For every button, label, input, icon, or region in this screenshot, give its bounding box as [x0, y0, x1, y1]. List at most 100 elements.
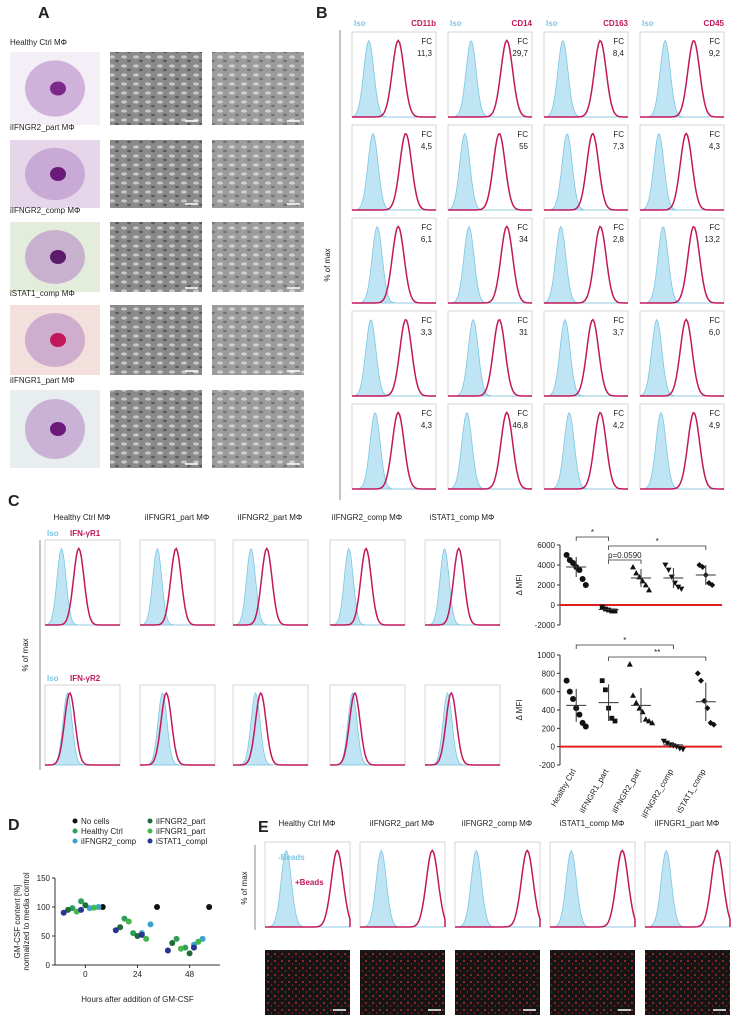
x-tick-label: Healthy Ctrl: [549, 767, 578, 808]
data-point: [78, 898, 85, 905]
data-point: [206, 904, 213, 910]
data-point: [649, 719, 656, 726]
fc-label: FC: [709, 223, 720, 232]
data-point: [579, 576, 586, 582]
data-point: [675, 584, 682, 590]
bracket: [608, 559, 642, 564]
histogram-frame: [44, 684, 121, 766]
histogram-frame: [351, 217, 437, 304]
receptor-label: IFN-γR1: [70, 529, 101, 538]
marker-histogram: [45, 691, 120, 766]
y-tick-label: 0: [551, 601, 556, 610]
data-point: [186, 950, 193, 957]
data-point: [138, 931, 145, 938]
group-label: iSTAT1_comp MΦ: [560, 819, 625, 828]
data-point: [563, 552, 570, 558]
data-point: [173, 935, 180, 942]
marker-histogram: [640, 318, 724, 397]
fc-value: 31: [519, 328, 528, 337]
data-point: [709, 582, 716, 588]
marker-histogram: [640, 132, 724, 211]
fc-label: FC: [709, 409, 720, 418]
marker-histogram: [550, 849, 636, 928]
fc-label: FC: [709, 37, 720, 46]
row-label: iIFNGR2_comp MΦ: [10, 206, 80, 215]
annotation: p=0.0590: [608, 551, 642, 560]
micro-image: [212, 390, 304, 468]
marker-histogram: [645, 849, 731, 928]
bracket: [608, 656, 707, 661]
fc-label: FC: [709, 316, 720, 325]
annotation: *: [591, 528, 594, 537]
fc-value: 8,4: [613, 49, 625, 58]
bead-image: [550, 950, 635, 1015]
data-point: [199, 935, 206, 942]
y-tick-label: 800: [542, 669, 556, 678]
nucleus: [50, 250, 66, 264]
data-point: [570, 560, 576, 566]
x-tick-label: iIFNGR2_part: [610, 767, 643, 815]
data-point: [177, 945, 184, 952]
marker-histogram: [455, 849, 541, 928]
y-tick-label: 400: [542, 706, 556, 715]
iso-histogram: [352, 132, 436, 211]
micro-image: [212, 140, 304, 208]
fc-value: 29,7: [512, 49, 528, 58]
data-point: [599, 604, 605, 610]
bead-image: [645, 950, 730, 1015]
row-label: iSTAT1_comp MΦ: [10, 289, 75, 298]
y-tick-label: 0: [46, 961, 51, 970]
data-point: [660, 738, 667, 745]
data-point: [143, 935, 150, 942]
fc-label: FC: [613, 316, 624, 325]
marker-histogram: [425, 691, 500, 766]
y-tick-label: 50: [41, 932, 50, 941]
micro-image: [110, 390, 202, 468]
panel-label: A: [38, 5, 50, 22]
legend-label: -Beads: [278, 853, 305, 862]
marker-histogram: [425, 547, 500, 626]
group-label: iIFNGR2_part MΦ: [238, 513, 303, 522]
fc-value: 4,3: [421, 421, 433, 430]
row-label: Healthy Ctrl MΦ: [10, 38, 67, 47]
data-point: [130, 930, 137, 937]
marker-histogram: [330, 691, 405, 766]
fc-label: FC: [709, 130, 720, 139]
marker-histogram: [352, 225, 436, 304]
y-axis-label: % of max: [323, 248, 332, 281]
micro-image: [110, 52, 202, 125]
fc-value: 3,3: [421, 328, 433, 337]
marker-histogram: [330, 547, 405, 626]
micro-image: [212, 222, 304, 292]
y-tick-label: 600: [542, 688, 556, 697]
marker-histogram: [233, 691, 308, 766]
marker-histogram: [360, 849, 446, 928]
bead-image: [360, 950, 445, 1015]
micro-image: [110, 305, 202, 375]
x-axis-label: Hours after addition of GM-CSF: [81, 995, 194, 1004]
data-point: [612, 608, 618, 614]
data-point: [78, 906, 85, 913]
legend-label: iIFNGR2_comp: [81, 837, 137, 846]
micro-image: [110, 140, 202, 208]
x-tick-label: iIFNGR2_comp: [640, 767, 676, 820]
data-point: [646, 587, 652, 593]
histogram-frame: [639, 31, 725, 118]
fc-value: 6,0: [709, 328, 721, 337]
data-point: [603, 687, 608, 693]
iso-histogram: [448, 225, 532, 304]
data-point: [665, 567, 672, 573]
fc-value: 13,2: [704, 235, 720, 244]
y-tick-label: 0: [551, 743, 556, 752]
marker-histogram: [448, 225, 532, 304]
y-axis-label: % of max: [21, 638, 30, 671]
marker-histogram: [640, 411, 724, 490]
marker-histogram: [448, 132, 532, 211]
x-tick-label: iSTAT1_comp: [675, 767, 708, 815]
fc-value: 9,2: [709, 49, 721, 58]
fc-label: FC: [517, 223, 528, 232]
y-tick-label: 6000: [537, 541, 555, 550]
data-point: [694, 670, 701, 677]
nucleus: [50, 81, 66, 96]
